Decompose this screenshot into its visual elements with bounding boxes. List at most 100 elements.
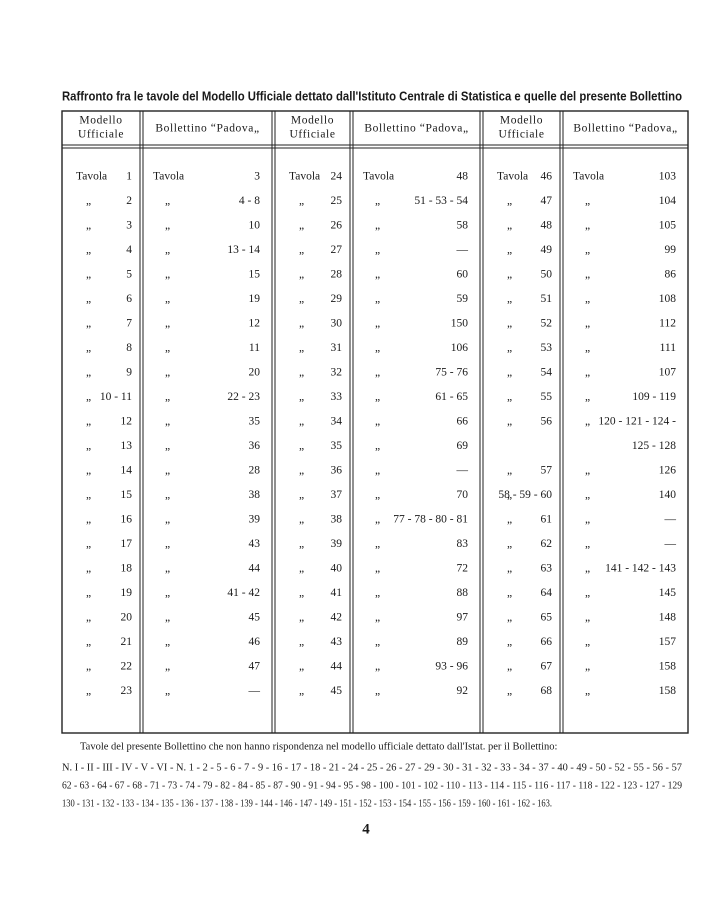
cell-value: 3	[126, 220, 132, 232]
ditto-or-label: „	[585, 342, 590, 354]
cell-value: 5	[126, 269, 132, 281]
ditto-or-label: „	[507, 514, 512, 526]
cell-value: 150	[451, 318, 469, 330]
ditto-or-label: „	[375, 293, 380, 305]
cell-value: 56	[541, 416, 553, 428]
ditto-or-label: „	[86, 538, 91, 550]
cell-value: 109 - 119	[632, 391, 676, 403]
ditto-or-label: „	[86, 465, 91, 477]
cell-value: 11	[249, 342, 260, 354]
ditto-or-label: „	[165, 220, 170, 232]
cell-value: 58 - 59 - 60	[498, 489, 552, 501]
cell-value: 66	[457, 416, 469, 428]
column-header: Bollettino “Padova„	[573, 123, 677, 135]
cell-value: 75 - 76	[435, 367, 468, 379]
cell-value: 51 - 53 - 54	[414, 195, 468, 207]
ditto-or-label: „	[585, 195, 590, 207]
ditto-or-label: „	[585, 269, 590, 281]
ditto-or-label: „	[375, 538, 380, 550]
ditto-or-label: Tavola	[76, 171, 107, 183]
ditto-or-label: „	[507, 391, 512, 403]
cell-value: 105	[659, 220, 677, 232]
ditto-or-label: „	[299, 244, 304, 256]
ditto-or-label: „	[375, 612, 380, 624]
ditto-or-label: „	[507, 318, 512, 330]
ditto-or-label: „	[86, 391, 91, 403]
table-list-line: N. I - II - III - IV - V - VI - N. 1 - 2…	[62, 762, 682, 773]
page-number: 4	[362, 821, 370, 837]
ditto-or-label: „	[86, 489, 91, 501]
ditto-or-label: „	[585, 612, 590, 624]
cell-value: 77 - 78 - 80 - 81	[393, 514, 468, 526]
ditto-or-label: „	[375, 195, 380, 207]
ditto-or-label: „	[165, 367, 170, 379]
table-list-line: 62 - 63 - 64 - 67 - 68 - 71 - 73 - 74 - …	[62, 780, 682, 791]
cell-value: 4	[126, 244, 132, 256]
cell-value: 64	[541, 587, 553, 599]
ditto-or-label: „	[165, 685, 170, 697]
ditto-or-label: „	[165, 318, 170, 330]
ditto-or-label: „	[165, 293, 170, 305]
ditto-or-label: „	[86, 244, 91, 256]
ditto-or-label: „	[165, 465, 170, 477]
cell-value: 12	[121, 416, 133, 428]
ditto-or-label: „	[86, 367, 91, 379]
ditto-or-label: „	[507, 636, 512, 648]
cell-value: 24	[331, 171, 343, 183]
column-header: Modello	[291, 115, 334, 127]
ditto-or-label: „	[375, 587, 380, 599]
cell-value: 21	[121, 636, 133, 648]
ditto-or-label: „	[299, 220, 304, 232]
ditto-or-label: „	[507, 293, 512, 305]
column-header: Modello	[500, 115, 543, 127]
cell-value: 60	[457, 269, 469, 281]
cell-value: 32	[331, 367, 343, 379]
cell-value: 52	[541, 318, 553, 330]
cell-value: 9	[126, 367, 132, 379]
cell-value: 25	[331, 195, 343, 207]
ditto-or-label: „	[375, 416, 380, 428]
ditto-or-label: „	[299, 293, 304, 305]
ditto-or-label: Tavola	[497, 171, 528, 183]
column-header: Ufficiale	[498, 129, 544, 141]
cell-value: 7	[126, 318, 132, 330]
ditto-or-label: „	[299, 269, 304, 281]
column-header: Ufficiale	[289, 129, 335, 141]
cell-value: 10	[249, 220, 261, 232]
ditto-or-label: „	[585, 244, 590, 256]
ditto-or-label: „	[299, 587, 304, 599]
ditto-or-label: „	[299, 318, 304, 330]
cell-value: 13	[121, 440, 133, 452]
cell-value: 93 - 96	[435, 661, 468, 673]
ditto-or-label: „	[375, 342, 380, 354]
ditto-or-label: „	[86, 440, 91, 452]
ditto-or-label: „	[86, 587, 91, 599]
cell-value: —	[664, 538, 677, 550]
column-header: Bollettino “Padova„	[364, 123, 468, 135]
cell-value: 39	[249, 514, 261, 526]
ditto-or-label: „	[507, 538, 512, 550]
ditto-or-label: „	[299, 367, 304, 379]
cell-value: 15	[249, 269, 261, 281]
ditto-or-label: „	[86, 269, 91, 281]
ditto-or-label: „	[86, 220, 91, 232]
ditto-or-label: „	[585, 563, 590, 575]
cell-value: 59	[457, 293, 469, 305]
ditto-or-label: „	[86, 318, 91, 330]
cell-value: 44	[249, 563, 261, 575]
cell-value: 13 - 14	[227, 244, 260, 256]
cell-value: 49	[541, 244, 553, 256]
cell-value: —	[664, 514, 677, 526]
cell-value: 86	[665, 269, 677, 281]
ditto-or-label: „	[375, 220, 380, 232]
cell-value: 16	[121, 514, 133, 526]
cell-value: 22 - 23	[227, 391, 260, 403]
cell-value: 36	[331, 465, 343, 477]
ditto-or-label: „	[86, 685, 91, 697]
cell-value: 36	[249, 440, 261, 452]
cell-value: 67	[541, 661, 553, 673]
ditto-or-label: „	[86, 342, 91, 354]
cell-value: 30	[331, 318, 343, 330]
cell-value: 26	[331, 220, 343, 232]
ditto-or-label: „	[507, 367, 512, 379]
